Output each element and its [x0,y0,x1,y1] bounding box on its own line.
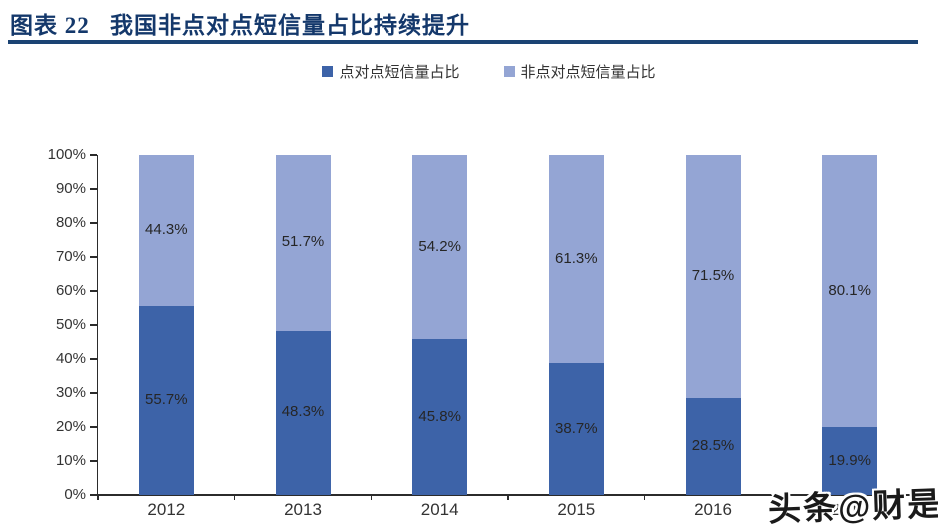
y-tick [90,460,97,462]
bar-value-label: 54.2% [418,237,461,255]
legend: 点对点短信量占比 非点对点短信量占比 [0,61,938,82]
bar-value-label: 28.5% [691,437,735,455]
bar-segment-点对点短信量占比-2013 [275,330,331,495]
x-tick [643,495,646,500]
x-tick-label-2016: 2016 [694,500,732,519]
y-tick [90,426,97,428]
legend-item: 点对点短信量占比 [322,61,460,82]
chart-title: 图表 22 我国非点对点短信量占比持续提升 [10,13,470,38]
y-tick-label: 90% [55,179,86,197]
bar-value-label: 38.7% [555,419,598,437]
y-tick [90,256,97,258]
x-tick [97,495,99,500]
y-tick [90,324,97,326]
legend-item: 非点对点短信量占比 [503,61,656,82]
y-tick-label: 40% [55,349,86,367]
bar-value-label: 51.7% [281,233,325,251]
y-tick [90,222,97,224]
y-tick [90,290,97,292]
y-tick [90,154,97,156]
bar-segment-非点对点短信量占比-2016 [685,155,741,399]
y-tick-label: 30% [55,383,86,401]
bar-segment-非点对点短信量占比-2013 [275,155,331,331]
bar-segment-点对点短信量占比-2014 [412,339,468,495]
y-tick-label: 10% [55,451,86,469]
x-tick [507,495,509,500]
legend-swatch-icon [322,66,334,77]
x-tick-label-2014: 2014 [420,500,459,519]
bar-value-label: 48.3% [281,403,325,421]
x-tick [233,495,236,500]
y-tick-label: 20% [55,417,86,435]
y-tick-label: 60% [55,281,86,299]
x-axis-line [96,494,918,496]
watermark: 头条@财是 [767,484,938,528]
bar-value-label: 80.1% [828,281,871,299]
y-tick-label: 70% [55,247,86,265]
y-tick-label: 80% [55,213,86,231]
y-tick [90,392,97,394]
bar-segment-非点对点短信量占比-2012 [138,155,194,306]
y-tick [90,188,97,190]
y-tick [90,494,97,496]
bar-segment-点对点短信量占比-2012 [138,305,194,495]
title-underline [8,40,918,44]
bar-value-label: 71.5% [691,267,735,285]
y-tick [90,358,97,360]
bar-value-label: 19.9% [828,451,871,469]
legend-swatch-icon [503,66,515,77]
x-tick [370,495,373,500]
x-tick-label-2017: 2017 [830,500,869,519]
x-tick-label-2013: 2013 [284,500,322,519]
y-tick-label: 0% [64,485,86,503]
bar-value-label: 45.8% [418,407,461,425]
x-tick [917,495,919,500]
legend-label: 点对点短信量占比 [339,64,460,81]
y-tick-label: 100% [47,145,86,163]
bar-value-label: 61.3% [555,249,598,267]
bar-segment-点对点短信量占比-2017 [822,427,878,495]
y-tick-label: 50% [55,315,86,333]
bar-value-label: 55.7% [145,390,188,408]
x-tick-label-2015: 2015 [557,500,596,519]
bar-segment-非点对点短信量占比-2014 [412,155,468,340]
bar-segment-非点对点短信量占比-2017 [822,155,878,428]
x-tick [780,495,783,500]
legend-label: 非点对点短信量占比 [520,64,656,81]
x-tick-label-2012: 2012 [147,500,186,519]
bar-segment-点对点短信量占比-2015 [548,363,604,495]
bar-value-label: 44.3% [145,220,188,238]
bar-segment-点对点短信量占比-2016 [685,398,741,495]
bar-segment-非点对点短信量占比-2015 [548,155,604,364]
y-axis-line [96,155,99,497]
